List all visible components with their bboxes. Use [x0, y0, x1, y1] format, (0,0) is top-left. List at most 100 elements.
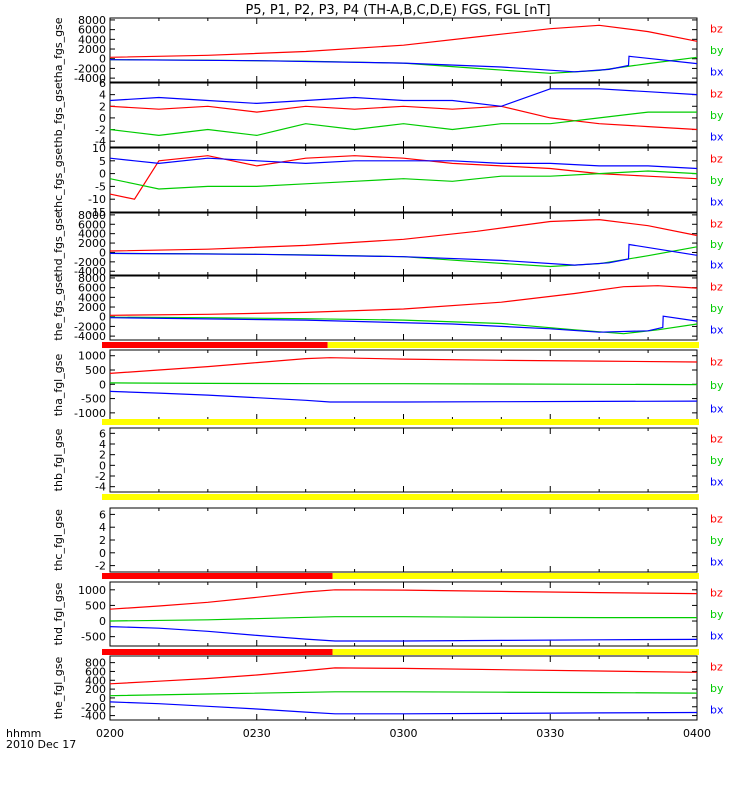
- x-tick-label: 0330: [536, 727, 564, 740]
- panel-frame: [109, 581, 698, 647]
- series-by: [109, 111, 697, 137]
- series-bz: [109, 285, 698, 316]
- legend-by: by: [710, 608, 724, 621]
- panel-frame: [109, 82, 698, 148]
- legend-bx: bx: [710, 130, 724, 143]
- y-tick-label: 0: [99, 459, 106, 472]
- panel-ylabel: thb_fgl_gse: [52, 428, 65, 491]
- y-tick-label: 4000: [78, 228, 106, 241]
- y-tick-label: -400: [81, 710, 106, 723]
- x-tick-label: 0300: [390, 727, 418, 740]
- panel-frame: [109, 275, 698, 341]
- y-tick-label: 0: [99, 246, 106, 259]
- y-tick-label: 4: [99, 438, 106, 451]
- series-by: [109, 691, 698, 697]
- legend-bz: bz: [710, 661, 723, 674]
- status-bar: [102, 419, 699, 425]
- x-tick-label: 0200: [96, 727, 124, 740]
- series-bz: [109, 105, 698, 131]
- panel-frame: [109, 507, 698, 573]
- y-tick-label: 2: [99, 534, 106, 547]
- status-bar-yellow: [332, 649, 699, 655]
- panel-frame: [109, 17, 698, 83]
- panel-frame: [109, 212, 698, 276]
- legend-bx: bx: [710, 475, 724, 488]
- y-tick-label: -500: [81, 393, 106, 406]
- legend-bz: bz: [710, 513, 723, 526]
- panel-frame: [109, 427, 698, 493]
- series-bx: [109, 157, 698, 170]
- legend-by: by: [710, 44, 724, 57]
- y-tick-label: -10: [88, 193, 106, 206]
- status-bar-yellow: [332, 573, 699, 579]
- panel-ylabel: thb_fgs_gse: [52, 82, 65, 148]
- panel-ylabel: thc_fgl_gse: [52, 509, 65, 571]
- y-tick-label: -4000: [74, 72, 106, 85]
- legend-by: by: [710, 238, 724, 251]
- y-tick-label: 8000: [78, 209, 106, 222]
- panel-thd_fgl_gse: 1000 500 0 -500 thd_fgl_gse bz by bx: [52, 581, 724, 647]
- legend-by: by: [710, 379, 724, 392]
- y-tick-label: 1000: [78, 584, 106, 597]
- y-tick-label: 0: [99, 112, 106, 125]
- series-bz: [109, 24, 698, 58]
- legend-by: by: [710, 174, 724, 187]
- y-tick-label: 5: [99, 155, 106, 168]
- panel-ylabel: tha_fgs_gse: [52, 17, 65, 82]
- series-by: [109, 316, 698, 335]
- y-tick-label: -200: [81, 701, 106, 714]
- y-tick-label: -4000: [74, 330, 106, 343]
- y-tick-label: 0: [99, 168, 106, 181]
- y-tick-label: 0: [99, 53, 106, 66]
- y-tick-label: 2: [99, 449, 106, 462]
- series-bx: [109, 315, 698, 333]
- y-tick-label: 500: [85, 364, 106, 377]
- status-bar: [102, 342, 699, 348]
- legend-bx: bx: [710, 195, 724, 208]
- series-bx: [109, 55, 698, 73]
- legend-bz: bz: [710, 587, 723, 600]
- y-tick-label: -2000: [74, 62, 106, 75]
- series-bx: [109, 390, 698, 403]
- y-tick-label: 2: [99, 100, 106, 113]
- status-bar-yellow: [102, 494, 699, 500]
- legend-by: by: [710, 454, 724, 467]
- legend-bx: bx: [710, 555, 724, 568]
- chart-title: P5, P1, P2, P3, P4 (TH-A,B,C,D,E) FGS, F…: [245, 3, 550, 18]
- legend-bx: bx: [710, 259, 724, 272]
- x-axis: 0200 0230 0300 0330 0400: [96, 727, 711, 740]
- legend-bz: bz: [710, 433, 723, 446]
- panel-ylabel: tha_fgl_gse: [52, 354, 65, 417]
- panel-ylabel: thd_fgl_gse: [52, 582, 65, 645]
- y-tick-label: 2000: [78, 43, 106, 56]
- y-tick-label: -2: [95, 124, 106, 137]
- y-tick-label: -5: [95, 180, 106, 193]
- series-by: [109, 382, 698, 386]
- panel-ylabel: the_fgs_gse: [52, 275, 65, 340]
- legend-bx: bx: [710, 703, 724, 716]
- y-tick-label: 6000: [78, 218, 106, 231]
- y-tick-label: 10: [92, 142, 106, 155]
- x-tick-label: 0230: [243, 727, 271, 740]
- series-bz: [109, 218, 698, 252]
- y-tick-label: 200: [85, 683, 106, 696]
- legend-bz: bz: [710, 217, 723, 230]
- panel-ylabel: the_fgl_gse: [52, 657, 65, 720]
- legend-bx: bx: [710, 65, 724, 78]
- y-tick-label: 1000: [78, 350, 106, 363]
- y-tick-label: 6000: [78, 282, 106, 295]
- series-bx: [109, 243, 698, 266]
- y-tick-label: 4000: [78, 291, 106, 304]
- y-tick-label: -4: [95, 135, 106, 148]
- time-axis-label: hhmm: [6, 727, 41, 740]
- series-bz: [109, 357, 698, 374]
